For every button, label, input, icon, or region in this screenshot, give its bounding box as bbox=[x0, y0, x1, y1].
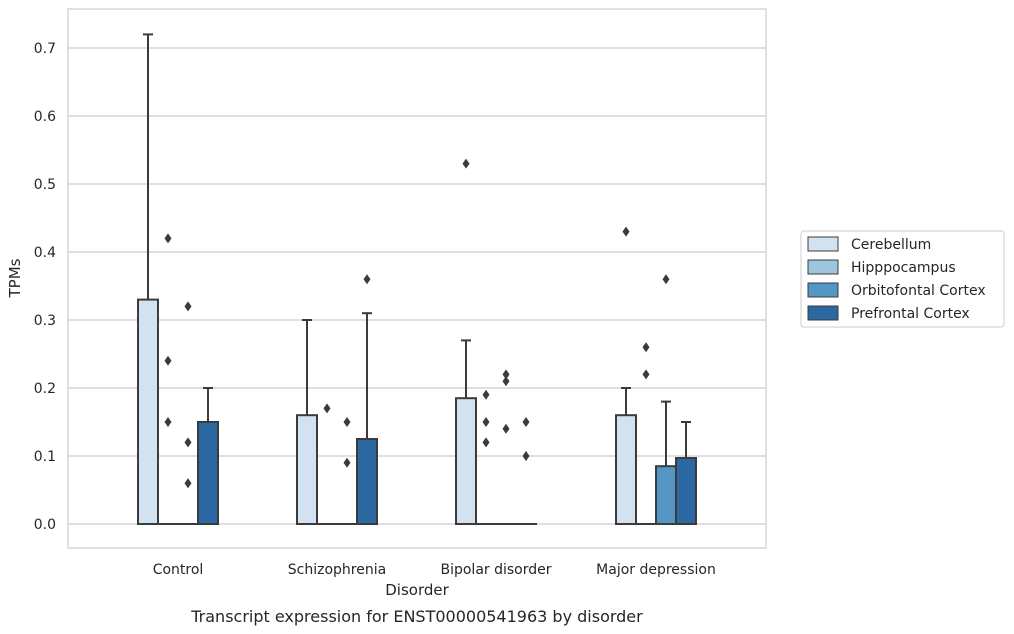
outlier-point bbox=[363, 274, 371, 285]
outlier-point bbox=[164, 355, 172, 366]
legend: Cerebellum Hipppocampus Orbitofontal Corte… bbox=[800, 230, 1005, 328]
y-axis-title: TPMs bbox=[6, 258, 24, 298]
y-tick-label: 0.6 bbox=[34, 109, 56, 125]
box-cerebellum bbox=[455, 158, 477, 526]
x-tick-label: Bipolar disorder bbox=[440, 562, 551, 578]
boxes bbox=[137, 33, 697, 526]
plot-frame bbox=[67, 8, 767, 549]
outlier-point bbox=[662, 274, 670, 285]
y-axis-ticks: 0.0 0.1 0.2 0.3 0.4 0.5 0.6 0.7 bbox=[34, 41, 56, 533]
y-tick-label: 0.4 bbox=[34, 245, 56, 261]
box-hipppocampus bbox=[635, 342, 657, 526]
box-body bbox=[137, 298, 159, 525]
legend-frame bbox=[800, 230, 1005, 328]
box-body bbox=[296, 414, 318, 526]
outlier-point bbox=[522, 417, 530, 427]
box-prefrontal-cortex bbox=[197, 387, 219, 525]
legend-item: Cerebellum bbox=[807, 236, 931, 253]
box-body bbox=[197, 421, 219, 525]
grid-lines bbox=[68, 47, 766, 525]
outlier-point bbox=[502, 369, 510, 380]
legend-swatch bbox=[807, 236, 839, 252]
outlier-point bbox=[184, 301, 192, 312]
outlier-point bbox=[164, 417, 172, 427]
box-hipppocampus bbox=[157, 233, 179, 526]
y-tick-label: 0.2 bbox=[34, 381, 56, 397]
box-orbitofontal-cortex bbox=[495, 369, 517, 526]
outlier-point bbox=[522, 451, 530, 461]
legend-label: Orbitofontal Cortex bbox=[851, 283, 986, 299]
x-tick-label: Schizophrenia bbox=[288, 562, 386, 578]
outlier-point bbox=[482, 389, 490, 400]
legend-label: Cerebellum bbox=[851, 237, 931, 253]
box-cerebellum bbox=[137, 33, 159, 525]
y-tick-label: 0.7 bbox=[34, 41, 56, 57]
outlier-point bbox=[622, 226, 630, 237]
x-tick-label: Major depression bbox=[596, 562, 716, 578]
box-body bbox=[455, 397, 477, 526]
outlier-point bbox=[482, 437, 490, 448]
box-orbitofontal-cortex bbox=[655, 274, 677, 526]
legend-item: Prefrontal Cortex bbox=[807, 305, 970, 322]
outlier-point bbox=[323, 403, 331, 414]
outlier-point bbox=[343, 457, 351, 468]
box-body bbox=[675, 457, 697, 526]
legend-swatch bbox=[807, 282, 839, 298]
x-axis-ticks: Control Schizophrenia Bipolar disorder Majo… bbox=[153, 562, 716, 578]
x-axis-title: Disorder bbox=[385, 581, 449, 599]
legend-item: Orbitofontal Cortex bbox=[807, 282, 986, 299]
y-tick-label: 0.0 bbox=[34, 517, 56, 533]
box-orbitofontal-cortex bbox=[177, 301, 199, 526]
legend-swatch bbox=[807, 259, 839, 275]
legend-label: Hipppocampus bbox=[851, 260, 956, 276]
outlier-point bbox=[462, 158, 470, 169]
outlier-point bbox=[164, 233, 172, 244]
legend-item: Hipppocampus bbox=[807, 259, 956, 276]
chart-caption: Transcript expression for ENST0000054196… bbox=[190, 607, 643, 626]
outlier-point bbox=[482, 417, 490, 427]
outlier-point bbox=[184, 478, 192, 489]
box-cerebellum bbox=[296, 319, 318, 526]
box-prefrontal-cortex bbox=[356, 274, 378, 525]
outlier-point bbox=[502, 423, 510, 434]
outlier-point bbox=[642, 342, 650, 353]
legend-label: Prefrontal Cortex bbox=[851, 306, 970, 322]
x-tick-label: Control bbox=[153, 562, 204, 578]
box-body bbox=[615, 414, 637, 526]
box-prefrontal-cortex bbox=[675, 421, 697, 526]
box-hipppocampus bbox=[316, 403, 338, 526]
box-prefrontal-cortex bbox=[515, 417, 537, 526]
y-tick-label: 0.3 bbox=[34, 313, 56, 329]
box-orbitofontal-cortex bbox=[336, 417, 358, 526]
box-cerebellum bbox=[615, 226, 637, 526]
outlier-point bbox=[642, 369, 650, 380]
y-tick-label: 0.1 bbox=[34, 449, 56, 465]
legend-swatch bbox=[807, 305, 839, 321]
y-tick-label: 0.5 bbox=[34, 177, 56, 193]
box-body bbox=[655, 465, 677, 526]
outlier-point bbox=[502, 376, 510, 387]
box-hipppocampus bbox=[475, 389, 497, 526]
outlier-point bbox=[184, 437, 192, 448]
outlier-point bbox=[343, 417, 351, 427]
box-body bbox=[356, 438, 378, 525]
